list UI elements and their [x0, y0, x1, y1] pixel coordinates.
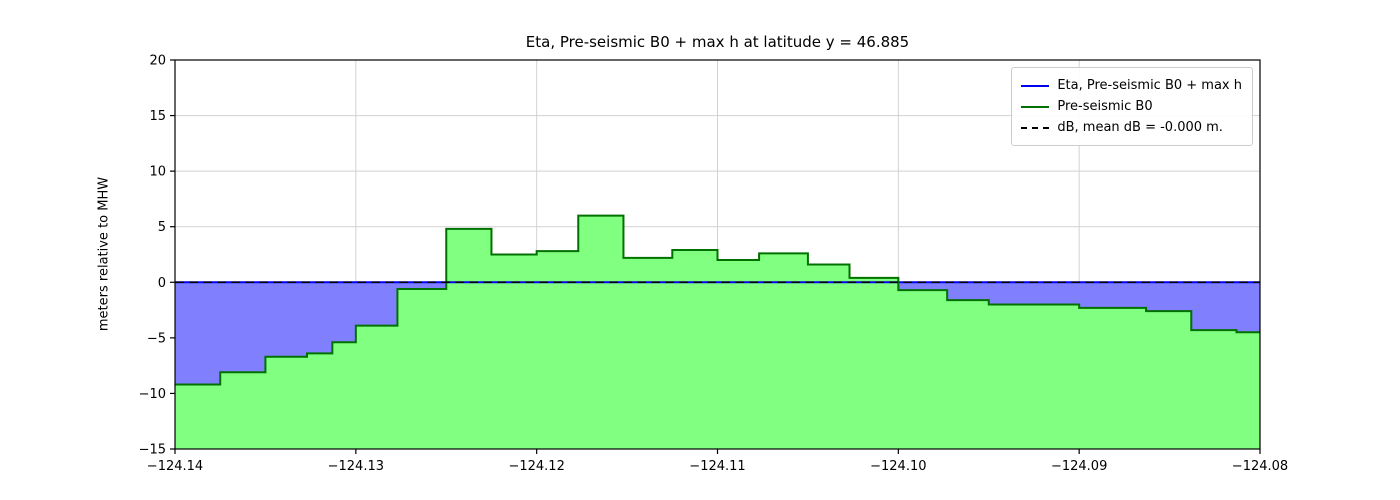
legend-line-b0-icon [1021, 105, 1050, 108]
legend-label-db: dB, mean dB = -0.000 m. [1057, 120, 1223, 135]
svg-text:−5: −5 [147, 331, 166, 346]
legend-label-eta: Eta, Pre-seismic B0 + max h [1057, 78, 1242, 93]
legend-line-eta-icon [1021, 84, 1050, 87]
svg-text:−124.09: −124.09 [1051, 459, 1107, 474]
legend-line-db-icon [1021, 126, 1050, 129]
svg-text:20: 20 [149, 54, 166, 69]
svg-text:−124.08: −124.08 [1232, 459, 1288, 474]
legend-label-b0: Pre-seismic B0 [1057, 99, 1153, 114]
svg-text:−124.10: −124.10 [870, 459, 926, 474]
svg-text:10: 10 [149, 165, 166, 180]
svg-text:−124.14: −124.14 [147, 459, 203, 474]
svg-text:0: 0 [158, 276, 166, 291]
chart-title: Eta, Pre-seismic B0 + max h at latitude … [525, 33, 910, 51]
svg-text:−124.11: −124.11 [689, 459, 745, 474]
svg-text:5: 5 [158, 220, 166, 235]
svg-text:−124.12: −124.12 [508, 459, 564, 474]
legend-entry-eta: Eta, Pre-seismic B0 + max h [1021, 75, 1242, 96]
y-axis-label: meters relative to MHW [96, 176, 112, 332]
legend: Eta, Pre-seismic B0 + max h Pre-seismic … [1011, 67, 1253, 146]
legend-entry-db: dB, mean dB = -0.000 m. [1021, 117, 1242, 138]
svg-text:−15: −15 [139, 443, 166, 458]
svg-text:15: 15 [149, 109, 166, 124]
legend-entry-b0: Pre-seismic B0 [1021, 96, 1242, 117]
svg-text:−10: −10 [139, 387, 166, 402]
svg-text:−124.13: −124.13 [328, 459, 384, 474]
